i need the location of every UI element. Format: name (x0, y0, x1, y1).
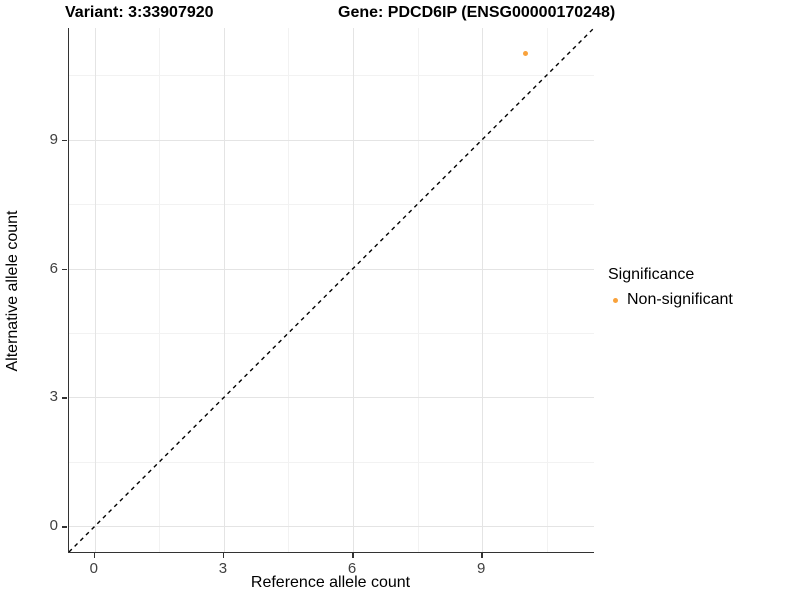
data-point (522, 51, 528, 57)
major-gridline-vertical (94, 28, 96, 552)
plot-panel (68, 28, 594, 553)
major-gridline-vertical (223, 28, 225, 552)
major-gridline-horizontal (69, 526, 594, 528)
legend: Significance Non-significant (608, 266, 733, 309)
major-gridline-horizontal (69, 268, 594, 270)
minor-gridline-horizontal (69, 461, 594, 463)
x-tick-label: 0 (89, 560, 98, 577)
major-gridline-horizontal (69, 397, 594, 399)
y-axis-title: Alternative allele count (4, 210, 21, 372)
y-tick-mark (62, 397, 67, 399)
y-tick-label: 9 (49, 130, 58, 148)
minor-gridline-horizontal (69, 332, 594, 334)
legend-item: Non-significant (608, 291, 733, 309)
x-tick-label: 6 (347, 560, 357, 577)
legend-item-label: Non-significant (627, 291, 733, 308)
x-tick-label: 3 (218, 560, 228, 577)
legend-marker-circle-icon (613, 297, 618, 303)
minor-gridline-vertical (417, 28, 419, 552)
x-tick-mark (352, 553, 354, 558)
minor-gridline-vertical (288, 28, 290, 552)
plot-title-variant: Variant: 3:33907920 (65, 4, 214, 21)
x-tick-mark (481, 553, 483, 558)
minor-gridline-horizontal (69, 204, 594, 206)
x-tick-mark (222, 553, 225, 558)
major-gridline-vertical (482, 28, 484, 552)
major-gridline-horizontal (69, 139, 594, 141)
y-tick-label: 0 (49, 517, 58, 535)
y-tick-mark (62, 268, 67, 271)
y-tick-label: 3 (49, 388, 58, 406)
major-gridline-vertical (353, 28, 355, 552)
minor-gridline-horizontal (69, 75, 594, 77)
identity-line (69, 28, 594, 552)
minor-gridline-vertical (159, 28, 161, 552)
x-tick-mark (93, 553, 96, 558)
y-tick-label: 6 (49, 259, 58, 277)
y-tick-mark (62, 526, 67, 528)
legend-title: Significance (608, 266, 695, 283)
x-axis-title: Reference allele count (250, 574, 411, 591)
plot-title-gene: Gene: PDCD6IP (ENSG00000170248) (338, 4, 616, 21)
x-tick-label: 9 (476, 560, 486, 577)
y-tick-mark (62, 139, 67, 142)
minor-gridline-vertical (546, 28, 548, 552)
